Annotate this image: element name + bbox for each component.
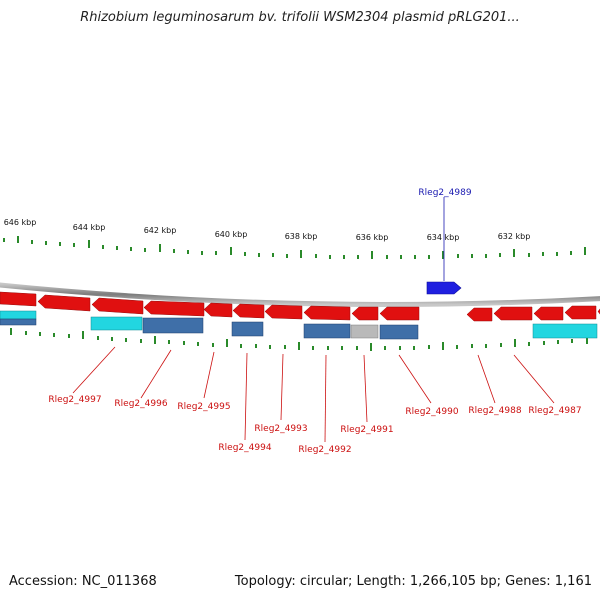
map-title: Rhizobium leguminosarum bv. trifolii WSM… bbox=[80, 10, 520, 25]
gene-rleg2-4994[interactable] bbox=[203, 302, 233, 318]
cds-steel-1[interactable] bbox=[0, 318, 37, 326]
gene-rleg2-4997[interactable] bbox=[37, 294, 91, 312]
scale-label-634: 634 kbp bbox=[427, 233, 460, 242]
label-rleg2-4993[interactable]: Rleg2_4993 bbox=[254, 424, 307, 434]
label-rleg2-4987[interactable]: Rleg2_4987 bbox=[528, 406, 581, 416]
gene-rleg2-4993[interactable] bbox=[232, 303, 265, 319]
cds-cyan-2[interactable] bbox=[90, 316, 143, 331]
bottom-labels: Rleg2_4997 Rleg2_4996 Rleg2_4995 Rleg2_4… bbox=[48, 395, 581, 455]
gene-rleg2-4985[interactable] bbox=[564, 305, 597, 320]
gene-rleg2-4987[interactable] bbox=[493, 306, 533, 321]
gene-rleg2-4992[interactable] bbox=[303, 305, 351, 321]
scale-label-632: 632 kbp bbox=[498, 232, 531, 241]
gene-rleg2-4998[interactable] bbox=[0, 291, 37, 307]
inner-tick-ring bbox=[10, 328, 588, 351]
gene-rleg2-4988[interactable] bbox=[466, 307, 493, 322]
scale-label-638: 638 kbp bbox=[285, 232, 318, 241]
plasmid-backbone bbox=[0, 282, 600, 307]
bottom-callout-lines bbox=[72, 346, 555, 443]
cds-cyan-3[interactable] bbox=[532, 323, 598, 339]
cds-steel-5[interactable] bbox=[379, 324, 419, 340]
label-rleg2-4990[interactable]: Rleg2_4990 bbox=[405, 407, 458, 417]
outer-tick-ring bbox=[3, 236, 586, 259]
cds-grey-1[interactable] bbox=[350, 324, 379, 339]
cds-steel-3[interactable] bbox=[231, 321, 264, 337]
label-rleg2-4994[interactable]: Rleg2_4994 bbox=[218, 443, 271, 453]
gene-rleg2-4991[interactable] bbox=[351, 306, 379, 321]
label-rleg2-4996[interactable]: Rleg2_4996 bbox=[114, 399, 167, 409]
reverse-strand-genes bbox=[0, 291, 600, 322]
gene-rleg2-4992a[interactable] bbox=[264, 304, 303, 320]
scale-label-640: 640 kbp bbox=[215, 230, 248, 239]
cds-steel-4[interactable] bbox=[303, 323, 351, 339]
gene-rleg2-4986[interactable] bbox=[533, 306, 564, 321]
gene-rleg2-4990[interactable] bbox=[379, 306, 420, 321]
cds-steel-2[interactable] bbox=[142, 317, 204, 334]
gene-rleg2-4996[interactable] bbox=[91, 297, 144, 315]
label-rleg2-4988[interactable]: Rleg2_4988 bbox=[468, 406, 521, 416]
gene-rleg2-4995[interactable] bbox=[143, 300, 205, 317]
cds-features bbox=[0, 310, 598, 340]
topology-summary: Topology: circular; Length: 1,266,105 bp… bbox=[234, 574, 592, 589]
label-rleg2-4995[interactable]: Rleg2_4995 bbox=[177, 402, 230, 412]
scale-label-646: 646 kbp bbox=[4, 218, 37, 227]
label-rleg2-4997[interactable]: Rleg2_4997 bbox=[48, 395, 101, 405]
accession-text: Accession: NC_011368 bbox=[9, 574, 157, 589]
gene-rleg2-4989[interactable] bbox=[426, 281, 462, 295]
scale-label-644: 644 kbp bbox=[73, 223, 106, 232]
label-rleg2-4989[interactable]: Rleg2_4989 bbox=[418, 188, 471, 198]
label-rleg2-4991[interactable]: Rleg2_4991 bbox=[340, 425, 393, 435]
scale-label-636: 636 kbp bbox=[356, 233, 389, 242]
cds-cyan-1[interactable] bbox=[0, 310, 37, 320]
label-rleg2-4992[interactable]: Rleg2_4992 bbox=[298, 445, 351, 455]
scale-label-642: 642 kbp bbox=[144, 226, 177, 235]
